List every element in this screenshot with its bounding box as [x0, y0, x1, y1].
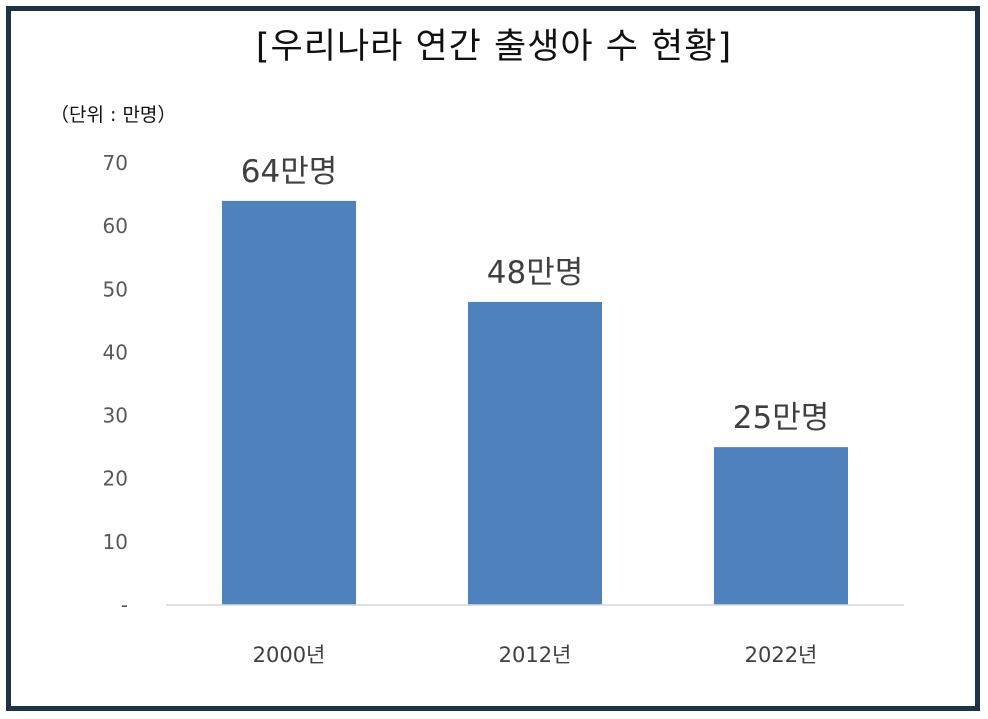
data-labels-group: 64만명 48만명 25만명: [241, 154, 830, 436]
data-label: 64만명: [241, 154, 338, 190]
data-label: 25만명: [733, 400, 830, 436]
chart-title: [우리나라 연간 출생아 수 현황]: [255, 27, 733, 67]
y-tick-label: 30: [103, 404, 128, 428]
bars-group: [222, 200, 848, 605]
y-tick-label: -: [121, 593, 128, 617]
y-axis-ticks: - 10 20 30 40 50 60 70: [103, 151, 128, 617]
unit-note: （단위 : 만명）: [50, 104, 177, 126]
x-category-label: 2000년: [253, 643, 326, 667]
y-tick-label: 50: [103, 277, 128, 301]
y-tick-label: 60: [103, 214, 128, 238]
bar-3: [714, 447, 848, 605]
data-label: 48만명: [487, 255, 584, 291]
x-category-label: 2022년: [745, 643, 818, 667]
y-tick-label: 70: [103, 151, 128, 175]
y-tick-label: 10: [103, 530, 128, 554]
y-tick-label: 40: [103, 340, 128, 364]
x-axis-categories: 2000년 2012년 2022년: [253, 643, 818, 667]
bar-1: [222, 200, 356, 605]
x-category-label: 2012년: [499, 643, 572, 667]
bar-2: [468, 301, 602, 605]
y-tick-label: 20: [103, 467, 128, 491]
